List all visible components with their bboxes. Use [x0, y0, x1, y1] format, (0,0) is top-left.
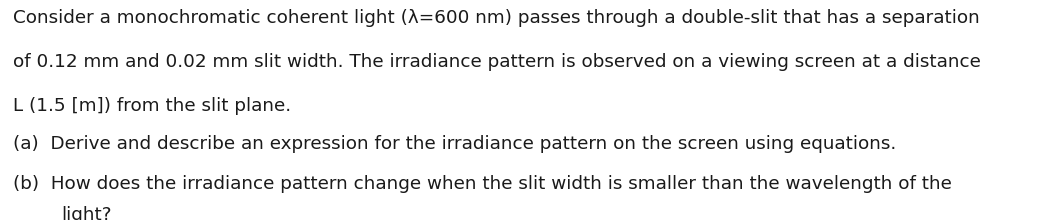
- Text: of 0.12 mm and 0.02 mm slit width. The irradiance pattern is observed on a viewi: of 0.12 mm and 0.02 mm slit width. The i…: [13, 53, 980, 71]
- Text: (a)  Derive and describe an expression for the irradiance pattern on the screen : (a) Derive and describe an expression fo…: [13, 135, 896, 153]
- Text: light?: light?: [62, 206, 113, 220]
- Text: L (1.5 [m]) from the slit plane.: L (1.5 [m]) from the slit plane.: [13, 97, 291, 115]
- Text: (b)  How does the irradiance pattern change when the slit width is smaller than : (b) How does the irradiance pattern chan…: [13, 175, 952, 193]
- Text: Consider a monochromatic coherent light (λ=600 nm) passes through a double-slit : Consider a monochromatic coherent light …: [13, 9, 979, 27]
